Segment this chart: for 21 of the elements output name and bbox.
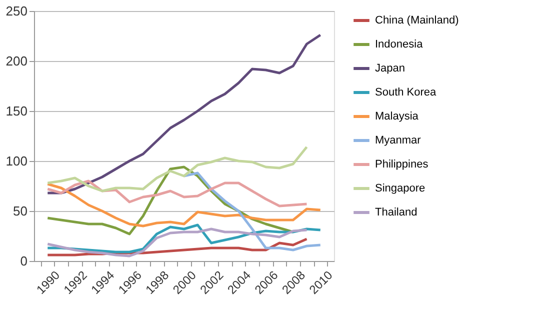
line-series [46, 146, 308, 192]
legend-label: Indonesia [375, 38, 424, 50]
legend-label: Thailand [375, 206, 418, 218]
line-series [46, 180, 308, 208]
legend-label: China (Mainland) [375, 14, 459, 26]
y-tick-label: 250 [6, 4, 28, 18]
legend-label: Philippines [375, 158, 429, 170]
y-tick-label: 100 [6, 154, 28, 168]
legend-label: Singapore [375, 182, 426, 194]
line-series [182, 172, 322, 252]
y-tick-label: 200 [6, 54, 28, 68]
line-series [46, 228, 308, 258]
line-series [46, 182, 322, 228]
line-series [46, 34, 322, 194]
legend-label: Malaysia [375, 110, 420, 122]
y-tick-label: 50 [13, 204, 28, 218]
legend-label: Myanmar [375, 134, 422, 146]
legend-label: Japan [375, 62, 405, 74]
legend-label: South Korea [375, 86, 438, 98]
y-tick-label: 0 [20, 254, 28, 268]
y-tick-label: 150 [6, 104, 28, 118]
